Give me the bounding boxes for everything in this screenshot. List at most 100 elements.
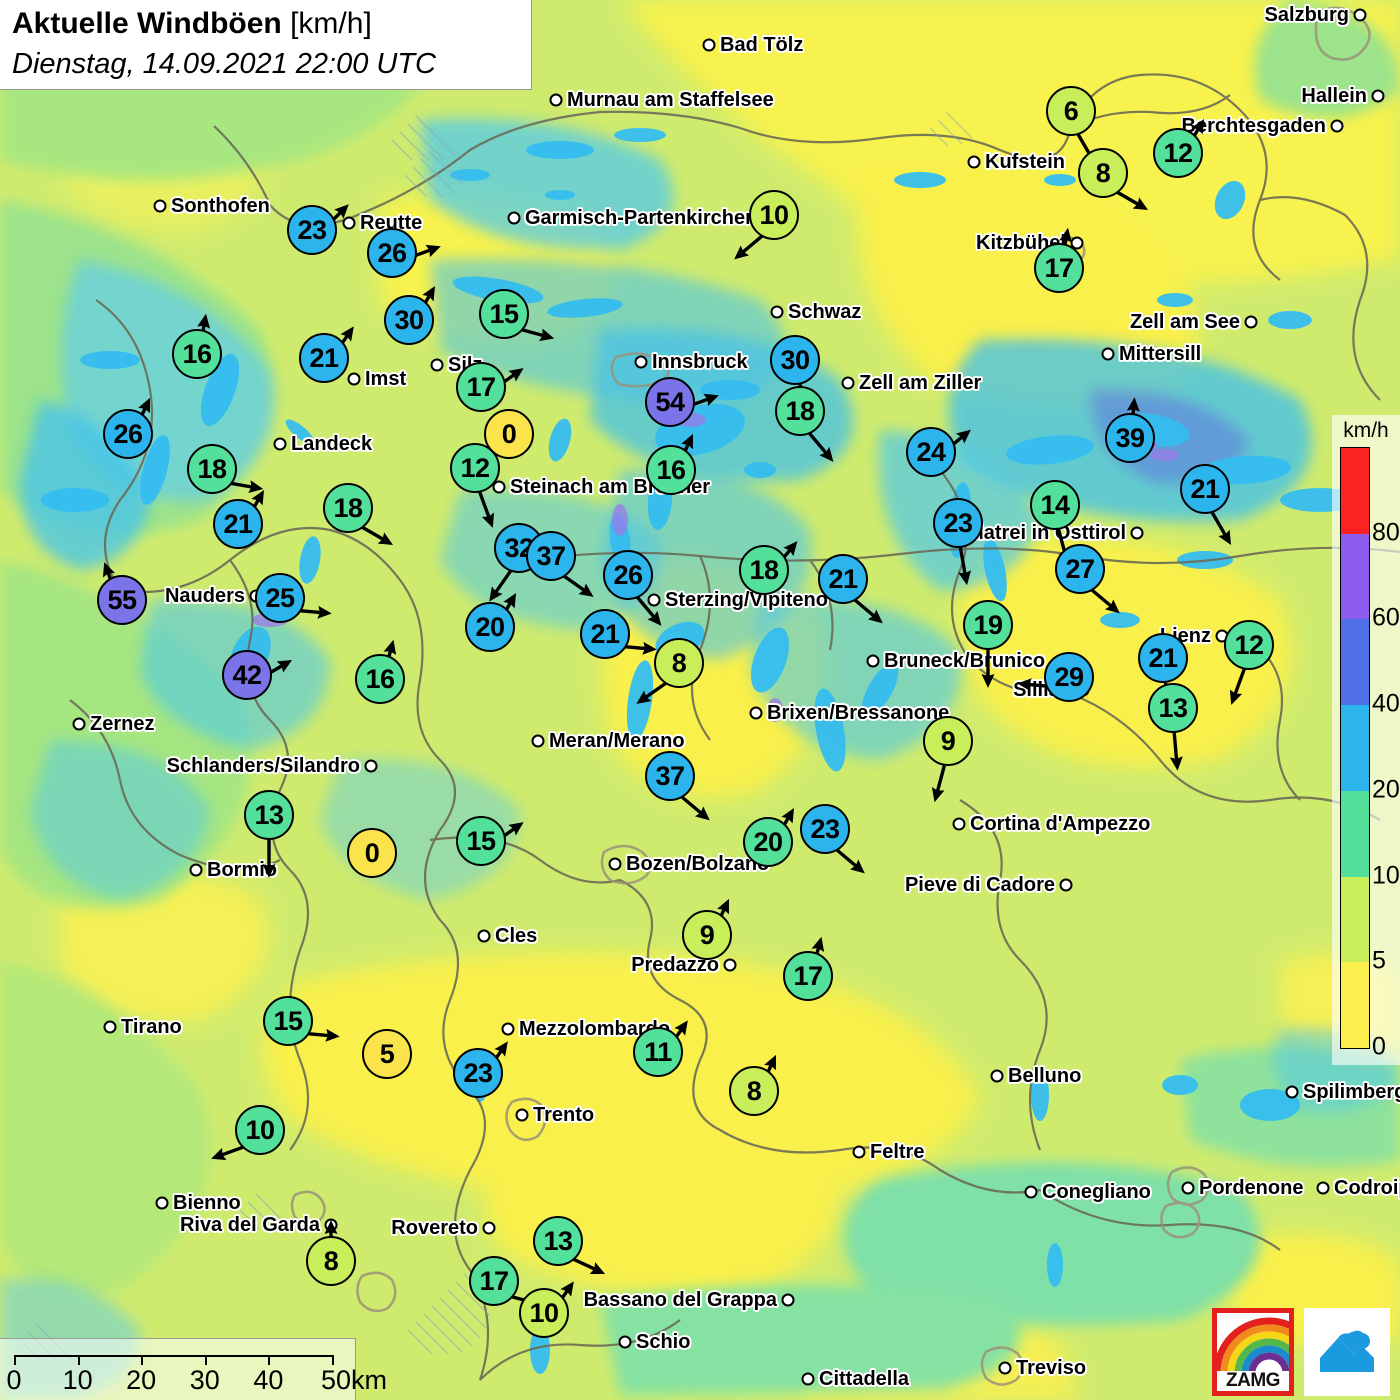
wind-station-marker[interactable]: 13 <box>244 790 294 878</box>
legend-tick-10: 10 <box>1372 861 1400 890</box>
wind-gust-value: 18 <box>775 386 825 436</box>
wind-station-marker[interactable]: 8 <box>729 1054 779 1116</box>
wind-station-marker[interactable]: 17 <box>456 362 524 412</box>
zamg-wordmark: ZAMG <box>1217 1371 1289 1391</box>
wind-station-marker[interactable]: 55 <box>97 562 147 625</box>
wind-station-marker[interactable]: 17 <box>469 1256 545 1309</box>
scale-tick <box>141 1355 144 1365</box>
wind-gust-value: 18 <box>323 483 373 533</box>
page-title: Aktuelle Windböen [km/h] <box>12 4 521 44</box>
legend-band-2 <box>1341 619 1369 706</box>
wind-gust-value: 25 <box>255 573 305 623</box>
wind-station-marker[interactable]: 16 <box>172 313 222 379</box>
wind-gust-value: 21 <box>213 499 263 549</box>
wind-gust-value: 6 <box>1046 86 1096 136</box>
wind-gust-value: 0 <box>484 409 534 459</box>
title-main-text: Aktuelle Windböen <box>12 7 282 40</box>
wind-gust-value: 17 <box>1034 243 1084 293</box>
wind-station-marker[interactable]: 10 <box>519 1281 574 1338</box>
wind-station-marker[interactable]: 30 <box>770 335 820 420</box>
wind-station-marker[interactable]: 12 <box>1224 620 1274 705</box>
geosphere-logo <box>1304 1308 1390 1396</box>
wind-station-marker[interactable]: 39 <box>1105 397 1155 463</box>
scale-tick <box>77 1355 80 1365</box>
wind-station-marker[interactable]: 21 <box>580 609 657 659</box>
wind-gust-value: 13 <box>244 790 294 840</box>
legend-band-6 <box>1341 962 1369 1049</box>
scale-bar-labels: 0 10 20 30 40 50km <box>0 1363 387 1397</box>
wind-station-marker[interactable]: 23 <box>287 204 349 255</box>
wind-station-marker[interactable]: 20 <box>743 807 794 867</box>
scale-tick <box>332 1355 334 1365</box>
wind-station-marker[interactable]: 13 <box>533 1216 606 1274</box>
wind-station-marker[interactable]: 12 <box>1153 118 1204 178</box>
wind-station-marker[interactable]: 19 <box>963 600 1013 688</box>
wind-station-marker[interactable]: 27 <box>1055 544 1120 614</box>
wind-station-marker[interactable]: 21 <box>1138 633 1188 721</box>
wind-station-marker[interactable]: 13 <box>1148 683 1198 771</box>
wind-gust-value: 13 <box>533 1216 583 1266</box>
wind-gust-value: 18 <box>187 444 237 494</box>
wind-gust-value: 10 <box>235 1105 285 1155</box>
legend-tick-60: 60 <box>1372 603 1400 632</box>
wind-gust-value: 15 <box>456 816 506 866</box>
wind-station-marker[interactable]: 26 <box>103 397 153 459</box>
wind-station-marker[interactable]: 26 <box>603 550 662 626</box>
legend-band-1 <box>1341 533 1369 620</box>
zamg-logo: ZAMG <box>1212 1308 1294 1396</box>
wind-station-marker[interactable]: 23 <box>933 498 983 586</box>
wind-gust-value: 9 <box>923 716 973 766</box>
wind-station-marker[interactable]: 5 <box>362 1029 412 1079</box>
wind-station-marker[interactable]: 15 <box>456 816 524 866</box>
wind-station-marker[interactable]: 10 <box>734 190 799 260</box>
wind-station-marker[interactable]: 24 <box>906 427 971 477</box>
wind-station-marker[interactable]: 20 <box>465 592 516 652</box>
wind-station-marker[interactable]: 8 <box>636 638 704 704</box>
wind-station-marker[interactable]: 21 <box>299 326 354 383</box>
scale-label-5: 50km <box>320 1365 388 1395</box>
wind-station-marker[interactable]: 0 <box>484 409 534 459</box>
scale-label-1: 10 <box>62 1365 93 1395</box>
wind-gust-value: 17 <box>456 362 506 412</box>
wind-gust-value: 8 <box>729 1066 779 1116</box>
wind-station-marker[interactable]: 21 <box>213 489 264 549</box>
wind-station-marker[interactable]: 17 <box>1034 227 1084 293</box>
wind-station-marker[interactable]: 14 <box>1030 480 1080 567</box>
wind-station-marker[interactable]: 15 <box>479 289 555 342</box>
wind-station-marker[interactable]: 18 <box>187 444 264 494</box>
wind-station-marker[interactable]: 16 <box>646 433 696 495</box>
wind-station-marker[interactable]: 9 <box>682 898 732 960</box>
wind-station-marker[interactable]: 37 <box>645 751 710 821</box>
wind-station-marker[interactable]: 15 <box>263 996 340 1046</box>
wind-station-marker[interactable]: 18 <box>323 483 394 545</box>
wind-station-marker[interactable]: 21 <box>1180 464 1231 546</box>
wind-station-marker[interactable]: 10 <box>211 1105 285 1161</box>
wind-station-marker[interactable]: 25 <box>255 573 332 623</box>
wind-station-marker[interactable]: 37 <box>526 531 594 597</box>
wind-station-marker[interactable]: 18 <box>775 386 834 462</box>
wind-gust-value: 17 <box>783 951 833 1001</box>
legend-band-0 <box>1341 448 1369 534</box>
wind-station-marker[interactable]: 26 <box>367 228 441 278</box>
wind-station-marker[interactable]: 42 <box>222 650 293 700</box>
wind-station-marker[interactable]: 29 <box>1017 652 1094 702</box>
wind-station-marker[interactable]: 0 <box>347 828 397 878</box>
wind-station-marker[interactable]: 23 <box>453 1041 508 1098</box>
wind-station-marker[interactable]: 8 <box>1078 148 1149 210</box>
wind-gust-value: 8 <box>1078 148 1128 198</box>
wind-station-marker[interactable]: 17 <box>783 936 833 1001</box>
wind-station-marker[interactable]: 8 <box>306 1220 356 1286</box>
wind-station-marker[interactable]: 11 <box>633 1020 688 1077</box>
wind-gust-value: 0 <box>347 828 397 878</box>
wind-station-marker[interactable]: 18 <box>739 541 798 595</box>
logo-group: ZAMG <box>1212 1308 1390 1396</box>
legend-color-bar <box>1340 447 1370 1049</box>
wind-station-marker[interactable]: 16 <box>355 639 405 704</box>
wind-station-marker[interactable]: 30 <box>384 285 435 345</box>
wind-station-marker[interactable]: 54 <box>645 377 719 427</box>
wind-gust-value: 14 <box>1030 480 1080 530</box>
wind-station-marker[interactable]: 23 <box>800 804 865 874</box>
wind-station-marker[interactable]: 6 <box>1046 86 1097 168</box>
wind-station-marker[interactable]: 21 <box>818 554 883 624</box>
wind-station-marker[interactable]: 9 <box>923 716 973 803</box>
